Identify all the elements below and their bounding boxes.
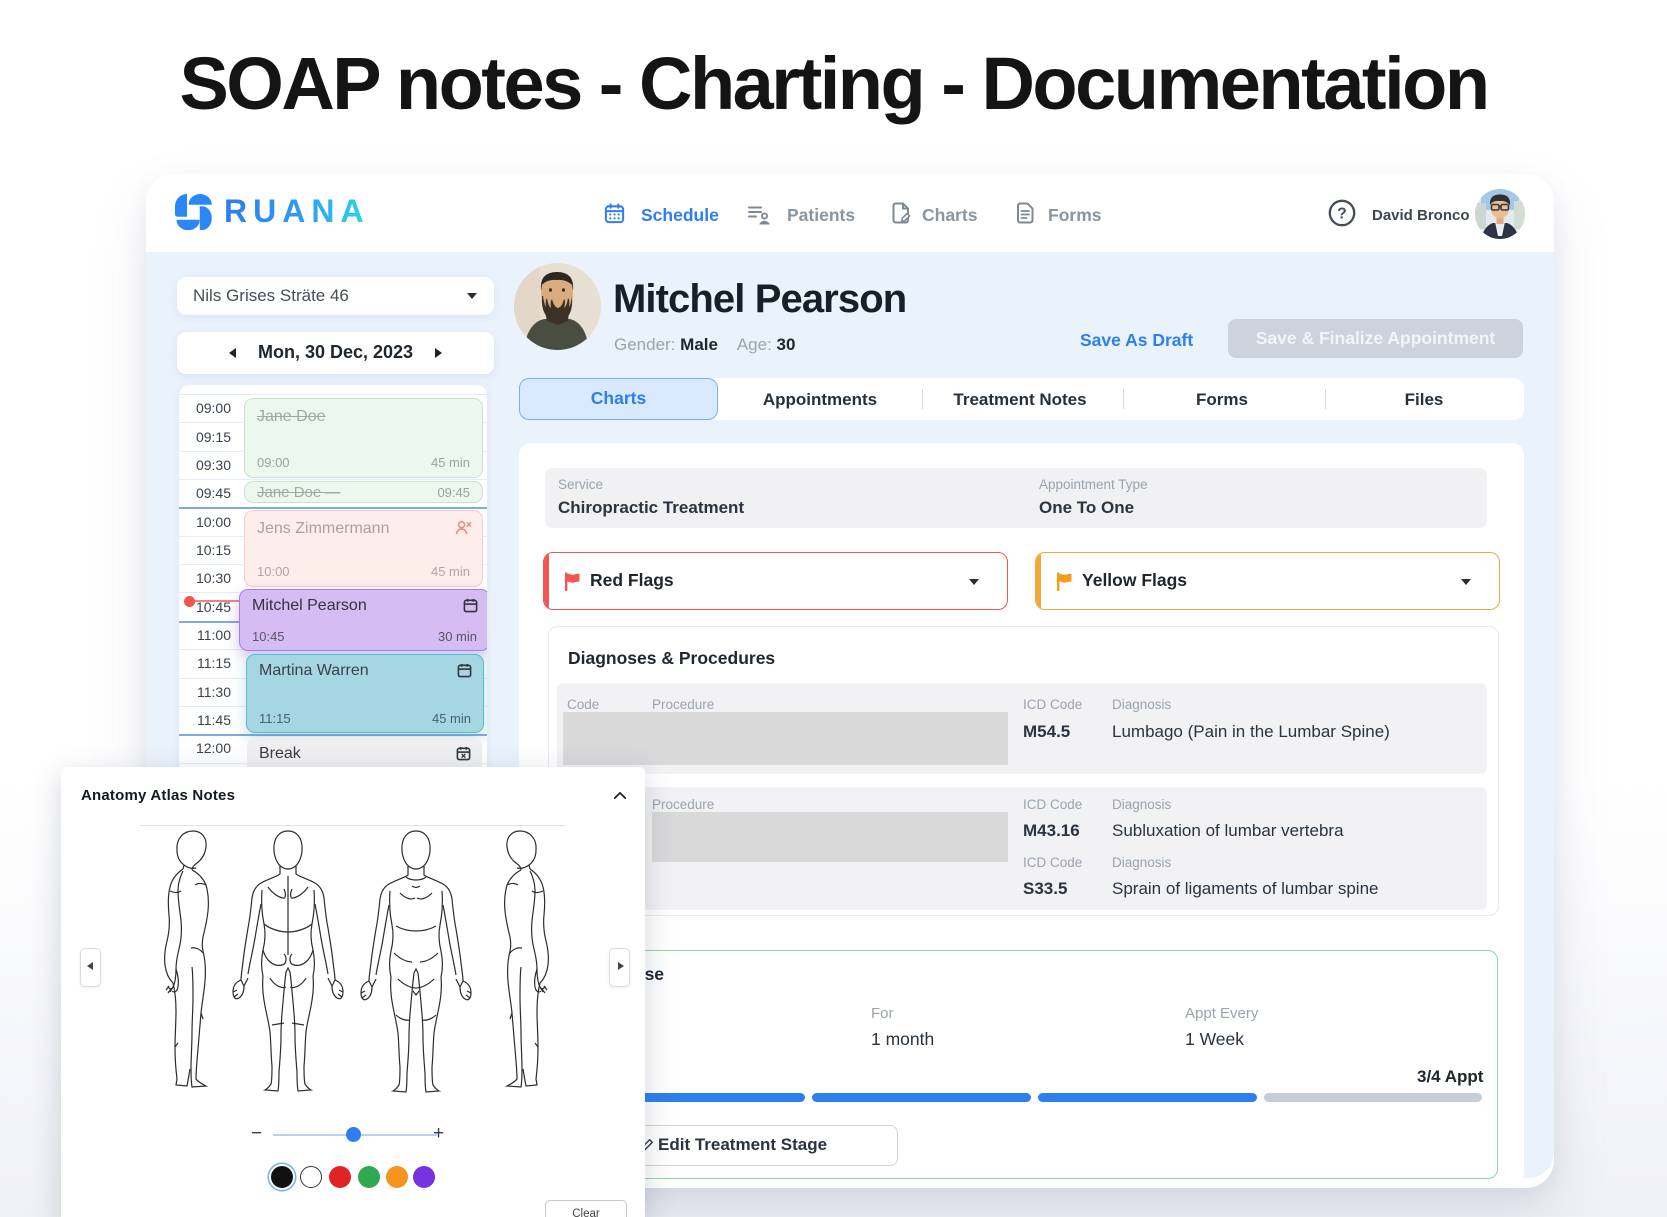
svg-text:?: ? [1337, 206, 1346, 223]
